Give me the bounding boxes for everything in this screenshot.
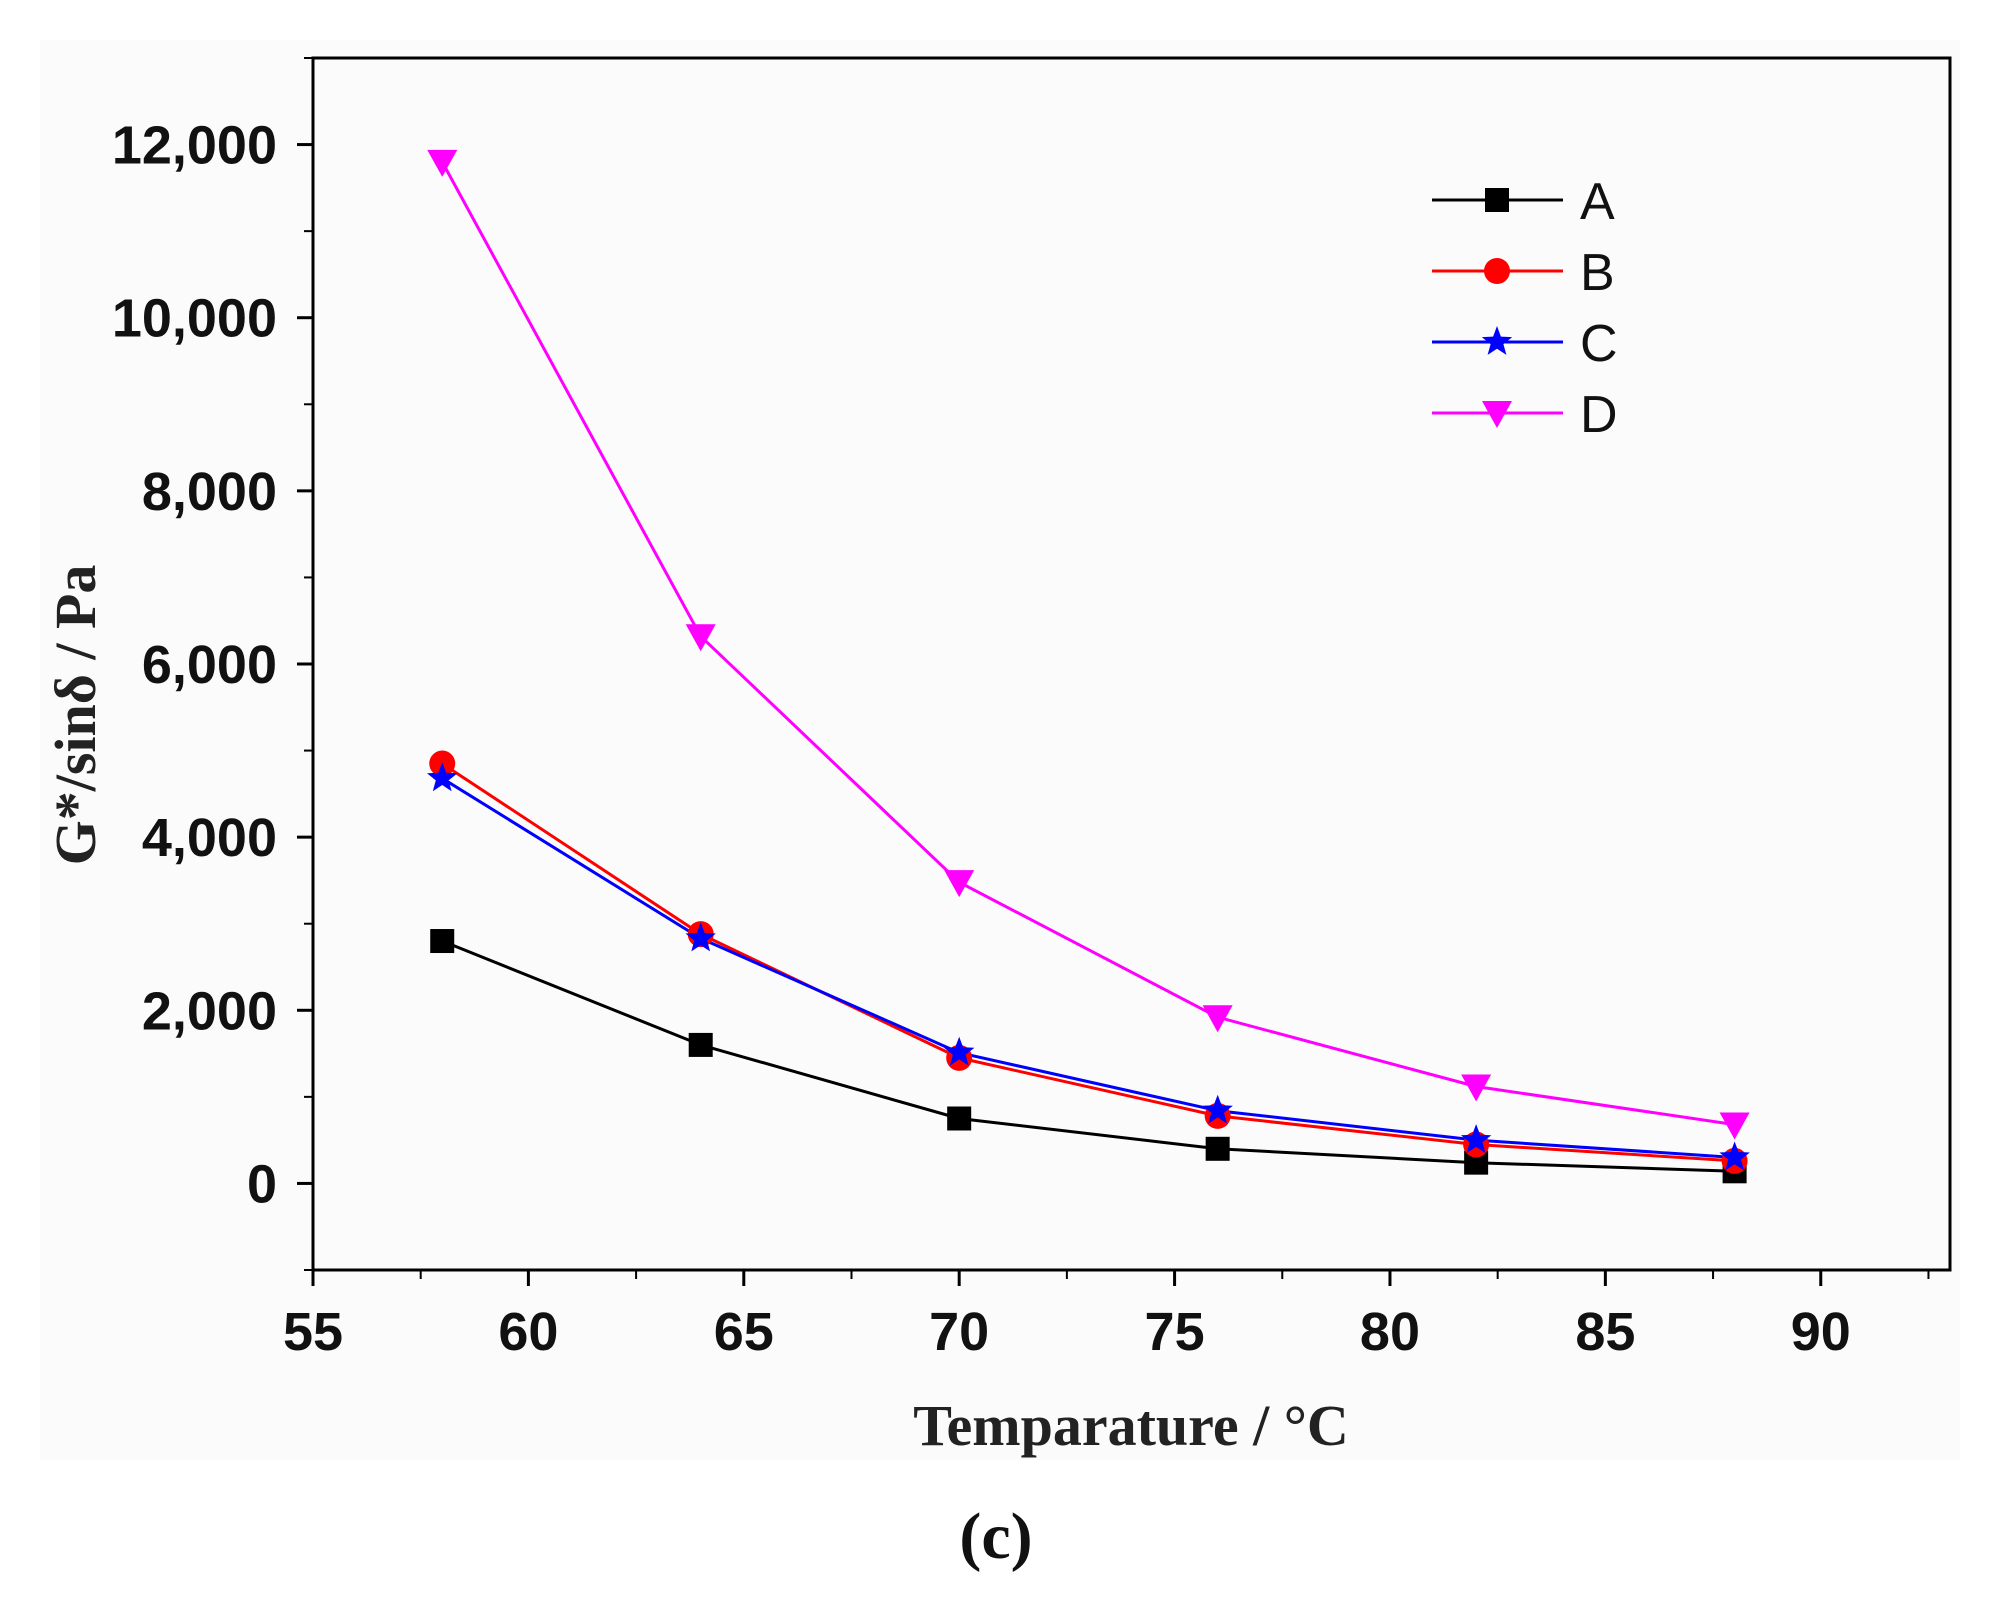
legend-b-marker (1484, 258, 1510, 284)
x-tick-label: 90 (1791, 1302, 1851, 1362)
series-c-point (1202, 1094, 1233, 1124)
series-c-point (1719, 1141, 1750, 1171)
x-tick-label: 70 (929, 1302, 989, 1362)
plot-area: 55 60 65 70 75 80 85 90 0 2,000 4,000 6,000 8,000 10… (112, 56, 1952, 1362)
series-a-point (947, 1106, 972, 1131)
x-tick-label: 80 (1360, 1302, 1420, 1362)
series-a-line (441, 939, 1735, 1173)
series-c-point (427, 762, 458, 792)
y-axis-ticks (297, 57, 313, 1271)
y-tick-label: 10,000 (112, 289, 277, 349)
series-lines (440, 161, 1735, 1173)
legend-c-label: C (1580, 315, 1618, 373)
series-d-point (1719, 1112, 1750, 1140)
series-markers (427, 149, 1750, 1184)
legend-b-label: B (1580, 244, 1615, 302)
y-axis-tick-labels: 0 2,000 4,000 6,000 8,000 10,000 12,000 (112, 116, 277, 1215)
legend-d-marker (1482, 401, 1512, 428)
series-d-point (1202, 1005, 1233, 1033)
series-d-line (440, 161, 1735, 1127)
legend-a-label: A (1580, 173, 1615, 231)
x-axis-title: Temparature / °C (913, 1393, 1349, 1458)
series-c-point (685, 922, 716, 952)
x-axis-tick-labels: 55 60 65 70 75 80 85 90 (283, 1302, 1851, 1362)
series-a-point (430, 929, 455, 954)
x-tick-label: 85 (1575, 1302, 1635, 1362)
panel-label: (c) (959, 1500, 1032, 1573)
x-tick-label: 55 (283, 1302, 343, 1362)
legend-d-label: D (1580, 386, 1618, 444)
series-c-point (1460, 1124, 1492, 1154)
y-tick-label: 8,000 (142, 462, 277, 522)
legend-c-marker (1481, 326, 1513, 355)
y-tick-label: 4,000 (142, 808, 277, 868)
series-a-point (1205, 1136, 1230, 1161)
x-tick-label: 60 (498, 1302, 558, 1362)
series-c-point (944, 1036, 975, 1066)
x-tick-label: 75 (1145, 1302, 1205, 1362)
x-tick-label: 65 (714, 1302, 774, 1362)
y-tick-label: 0 (247, 1154, 277, 1214)
series-d-point (685, 624, 716, 652)
legend-a-marker (1485, 188, 1509, 212)
y-tick-label: 2,000 (142, 981, 277, 1041)
series-d-point (1461, 1074, 1492, 1102)
y-tick-label: 6,000 (142, 635, 277, 695)
series-a-point (688, 1032, 713, 1057)
chart-background (40, 40, 1960, 1460)
series-c-line (441, 777, 1735, 1159)
y-tick-label: 12,000 (112, 116, 277, 176)
series-d-point (427, 149, 458, 177)
series-b-line (441, 762, 1735, 1163)
x-axis-ticks (311, 1270, 1930, 1286)
series-d-point (944, 870, 975, 898)
y-axis-title: G*/sinδ / Pa (43, 565, 108, 866)
